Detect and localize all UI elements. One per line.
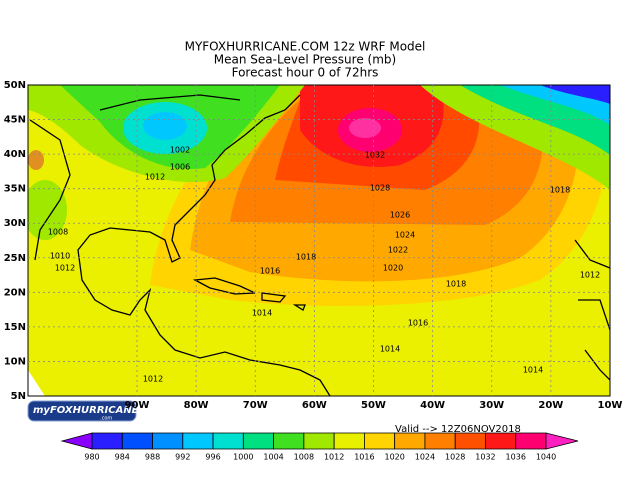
- colorbar-segment: [182, 432, 214, 450]
- colorbar-tick-label: 1012: [324, 453, 344, 462]
- map-frame: [27, 84, 611, 397]
- contour-label: 1012: [143, 375, 163, 384]
- logo-suffix: .com: [100, 416, 112, 422]
- contour-label: 1016: [408, 319, 428, 328]
- contour-label: 1014: [252, 309, 272, 318]
- lat-label: 35N: [4, 184, 26, 195]
- logo-brand: myFOXHURRICANE: [33, 405, 139, 416]
- lat-label: 30N: [4, 218, 26, 229]
- contour-label: 1014: [523, 366, 543, 375]
- colorbar-tick-label: 1004: [263, 453, 283, 462]
- colorbar-tick-label: 1028: [445, 453, 465, 462]
- pressure-area: [28, 150, 44, 170]
- colorbar-segment: [545, 432, 579, 450]
- colorbar-segment: [121, 432, 153, 450]
- lat-label: 40N: [4, 149, 26, 160]
- contour-label: 1012: [580, 271, 600, 280]
- lat-label: 20N: [4, 287, 26, 298]
- colorbar-segment: [303, 432, 335, 450]
- colorbar-tick-label: 1040: [536, 453, 556, 462]
- low-pressure: [143, 112, 187, 140]
- contour-label: 1024: [395, 231, 415, 240]
- lat-label: 10N: [4, 356, 26, 367]
- contour-label: 1018: [550, 186, 570, 195]
- contour-label: 1016: [260, 267, 280, 276]
- lat-label: 25N: [4, 253, 26, 264]
- colorbar-tick-label: 1008: [294, 453, 314, 462]
- contour-label: 1006: [170, 163, 190, 172]
- colorbar-tick-label: 996: [205, 453, 220, 462]
- contour-label: 1018: [446, 280, 466, 289]
- lon-label: 90W: [125, 400, 150, 411]
- lon-label: 10W: [598, 400, 623, 411]
- contour-label: 1008: [48, 228, 68, 237]
- title: MYFOXHURRICANE.COM 12z WRF Model: [185, 40, 426, 54]
- lat-label: 15N: [4, 322, 26, 333]
- colorbar: 980 984 988 992 996 1000 1004 1008 1012 1016 1020 1…: [60, 432, 579, 462]
- colorbar-tick-label: 1000: [233, 453, 253, 462]
- pressure-area: [540, 85, 610, 104]
- lon-label: 60W: [302, 400, 327, 411]
- lon-label: 80W: [184, 400, 209, 411]
- lon-label: 40W: [420, 400, 445, 411]
- colorbar-segment: [515, 432, 547, 450]
- coastline: [77, 94, 331, 396]
- lon-label: 30W: [479, 400, 504, 411]
- contour-label: 1032: [365, 151, 385, 160]
- colorbar-tick-label: 984: [115, 453, 130, 462]
- contour-label: 1012: [145, 173, 165, 182]
- colorbar-tick-label: 992: [175, 453, 190, 462]
- colorbar-segment: [454, 432, 486, 450]
- logo-badge: [27, 400, 137, 422]
- colorbar-segment: [424, 432, 456, 450]
- lon-label: 50W: [361, 400, 386, 411]
- high-pressure: [349, 118, 381, 138]
- forecast-hour: Forecast hour 0 of 72hrs: [232, 66, 379, 80]
- lat-label: 50N: [4, 80, 26, 91]
- map: 1032 1028 1026 1024 1022 1020 1018 1018 …: [27, 84, 611, 397]
- coastline: [192, 277, 306, 311]
- contour-label: 1020: [383, 264, 403, 273]
- lon-label: 70W: [243, 400, 268, 411]
- lon-label: 20W: [538, 400, 563, 411]
- contour-label: 1026: [390, 211, 410, 220]
- colorbar-tick-label: 1020: [384, 453, 404, 462]
- colorbar-segment: [485, 432, 517, 450]
- logo: myFOXHURRICANE .com: [27, 400, 139, 422]
- colorbar-segment: [91, 432, 123, 450]
- colorbar-segment: [212, 432, 244, 450]
- contour-label: 1028: [370, 184, 390, 193]
- colorbar-tick-label: 1016: [354, 453, 374, 462]
- colorbar-tick-label: 988: [145, 453, 160, 462]
- contour-label: 1010: [50, 252, 70, 261]
- contour-labels: 1032 1028 1026 1024 1022 1020 1018 1018 …: [48, 146, 600, 384]
- contour-label: 1012: [55, 264, 75, 273]
- contour-label: 1002: [170, 146, 190, 155]
- colorbar-tick-label: 1024: [415, 453, 435, 462]
- colorbar-segment: [273, 432, 305, 450]
- colorbar-segment: [242, 432, 275, 450]
- coastline: [574, 239, 610, 381]
- contour-label: 1014: [380, 345, 400, 354]
- valid-time: Valid --> 12Z06NOV2018: [395, 424, 521, 435]
- colorbar-segment: [60, 432, 93, 450]
- lat-label: 5N: [11, 391, 26, 402]
- colorbar-segment: [333, 432, 365, 450]
- colorbar-segment: [152, 432, 184, 450]
- pressure-area: [28, 180, 67, 240]
- contour-label: 1022: [388, 246, 408, 255]
- colorbar-tick-label: 980: [84, 453, 99, 462]
- colorbar-tick-label: 1036: [506, 453, 526, 462]
- contour-label: 1018: [296, 253, 316, 262]
- colorbar-segment: [394, 432, 426, 450]
- subtitle: Mean Sea-Level Pressure (mb): [214, 53, 396, 67]
- colorbar-tick-label: 1032: [475, 453, 495, 462]
- colorbar-segment: [363, 432, 396, 450]
- coastline: [29, 94, 241, 261]
- lat-label: 45N: [4, 115, 26, 126]
